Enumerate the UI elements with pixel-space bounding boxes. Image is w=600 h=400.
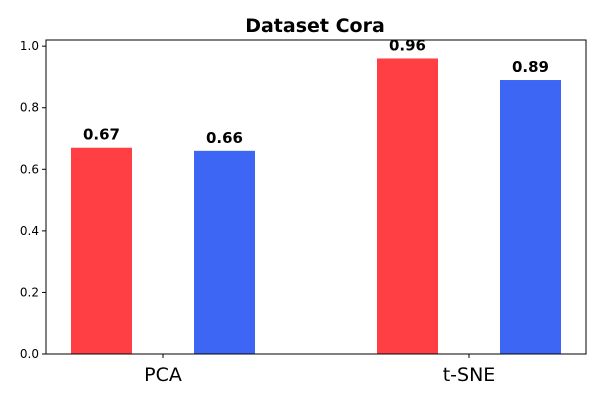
bar-t-sne-series-1 [377,58,438,355]
y-tick-label: 0.6 [20,162,39,176]
data-label-t-sne-series-1: 0.96 [389,36,426,54]
y-tick-label: 0.8 [20,101,39,115]
plot-area: 0.0 0.2 0.4 0.6 0.8 1.0 PCA 0.67 0.66 t-SNE 0.96 0.… [20,36,561,386]
chart-title: Dataset Cora [245,15,385,37]
axes-frame [45,39,587,355]
y-tick-label: 0.4 [20,224,39,238]
bar-pca-series-2 [194,150,255,354]
y-tick-label: 1.0 [20,39,39,53]
bar-t-sne-series-2 [500,80,561,355]
data-label-pca-series-2: 0.66 [206,129,243,147]
bar-pca-series-1 [71,147,132,354]
data-label-pca-series-1: 0.67 [83,126,120,144]
x-tick-label-t-sne: t-SNE [443,364,496,386]
y-tick-label: 0.2 [20,285,39,299]
data-label-t-sne-series-2: 0.89 [512,58,549,76]
y-tick-label: 0.0 [20,347,39,361]
x-tick-label-pca: PCA [144,364,182,386]
